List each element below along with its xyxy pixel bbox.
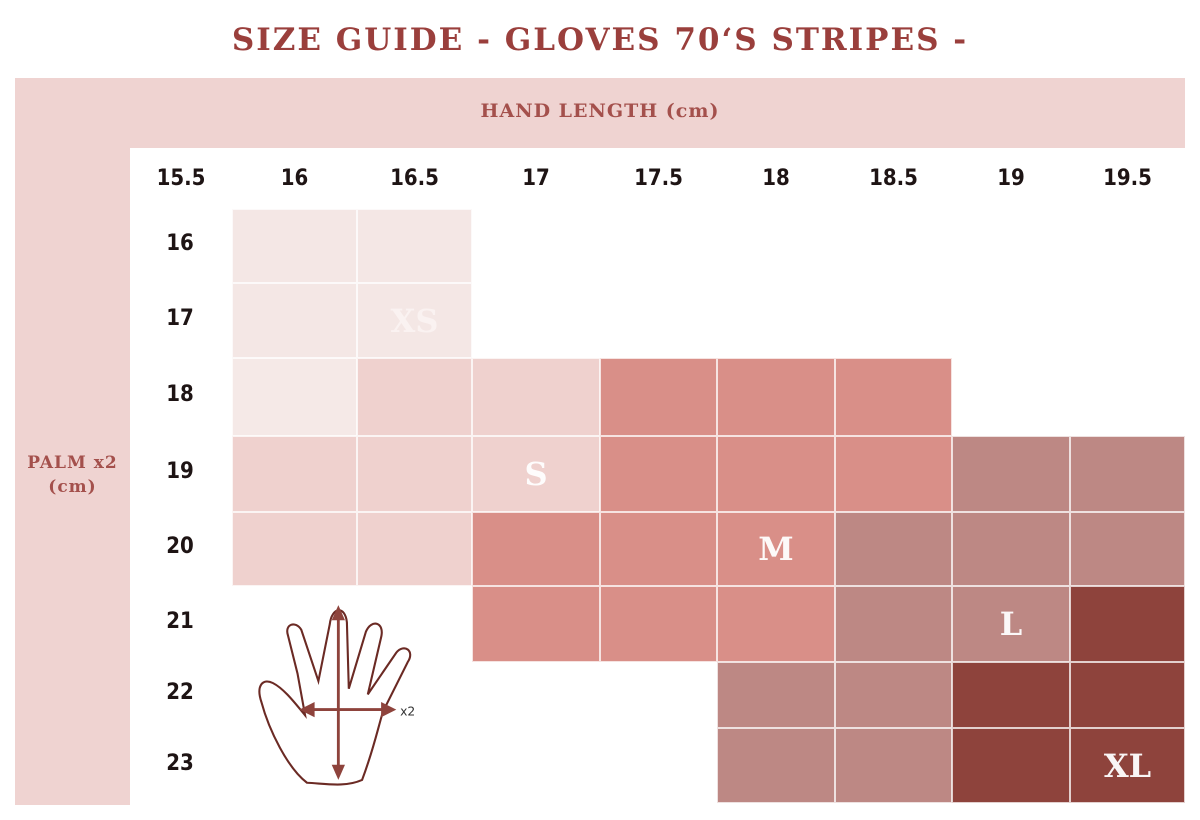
- size-cell-xl: [1070, 586, 1185, 662]
- page-title: SIZE GUIDE - GLOVES 70‘S STRIPES -: [231, 22, 969, 58]
- size-label-m: M: [758, 530, 794, 568]
- size-cell-s: [357, 358, 472, 436]
- size-cell-xs: [232, 358, 357, 436]
- size-cell-l: [952, 586, 1070, 662]
- size-cell-l: [717, 728, 835, 803]
- hand-length-value: 19: [997, 166, 1025, 191]
- size-label-xl: XL: [1103, 746, 1152, 785]
- size-cell-s: [232, 436, 357, 512]
- size-label-l: L: [999, 605, 1023, 643]
- size-cell-s: [357, 436, 472, 512]
- size-cell-m: [717, 512, 835, 586]
- size-label-s: S: [524, 455, 548, 493]
- size-cell-xs: [232, 209, 357, 283]
- size-cell-s: [472, 358, 600, 436]
- palm-value: 23: [166, 750, 194, 776]
- size-cell-l: [835, 662, 952, 728]
- size-cell-l: [1070, 436, 1185, 512]
- size-cell-l: [835, 512, 952, 586]
- palm-value: 18: [166, 382, 194, 407]
- hand-length-value: 16: [280, 166, 309, 191]
- size-cell-l: [1070, 512, 1185, 586]
- hand-length-value: 18.5: [869, 166, 918, 191]
- palm-value: 21: [166, 609, 194, 634]
- size-cell-m: [600, 586, 717, 662]
- hand-outline-icon: [258, 609, 412, 786]
- size-cell-xl: [1070, 728, 1185, 803]
- size-cell-s: [472, 436, 600, 512]
- palm-value: 22: [166, 680, 194, 705]
- palm-value: 17: [166, 305, 194, 331]
- hand-length-header: HAND LENGTH (cm): [15, 78, 1185, 148]
- size-cell-m: [472, 512, 600, 586]
- hand-length-value: 15.5: [156, 166, 206, 191]
- palm-label-line2: (cm): [48, 477, 97, 497]
- size-cell-xl: [1070, 662, 1185, 728]
- size-cell-xs: [357, 209, 472, 283]
- size-cell-l: [952, 512, 1070, 586]
- hand-length-value: 18: [762, 166, 790, 191]
- palm-label-line1: PALM x2: [27, 453, 118, 473]
- size-cell-m: [600, 358, 717, 436]
- size-cell-m: [600, 436, 717, 512]
- palm-value: 20: [166, 534, 194, 559]
- size-cell-s: [232, 512, 357, 586]
- size-cell-m: [835, 436, 952, 512]
- size-cell-l: [952, 436, 1070, 512]
- hand-length-value: 16.5: [390, 166, 439, 191]
- size-cell-m: [472, 586, 600, 662]
- hand-length-value: 17: [522, 166, 550, 191]
- size-cell-xl: [952, 662, 1070, 728]
- size-cell-s: [357, 512, 472, 586]
- multiplier-label: x2: [400, 704, 415, 718]
- hand-length-label: HAND LENGTH (cm): [480, 100, 720, 122]
- size-cell-xl: [952, 728, 1070, 803]
- size-cell-m: [717, 358, 835, 436]
- size-cell-l: [717, 662, 835, 728]
- size-cell-xs: [357, 283, 472, 358]
- size-cell-m: [835, 358, 952, 436]
- size-label-xs: XS: [390, 301, 439, 340]
- hand-length-value: 19.5: [1103, 166, 1152, 191]
- palm-value: 16: [166, 231, 194, 256]
- palm-header: PALM x2 (cm): [15, 148, 130, 805]
- palm-label: PALM x2 (cm): [15, 451, 130, 499]
- size-cell-l: [835, 586, 952, 662]
- hand-length-value: 17.5: [634, 166, 683, 191]
- size-cell-m: [717, 586, 835, 662]
- size-cell-xs: [232, 283, 357, 358]
- size-cell-m: [600, 512, 717, 586]
- size-cell-l: [835, 728, 952, 803]
- hand-measure-diagram: x2: [258, 605, 415, 786]
- palm-value: 19: [166, 459, 194, 484]
- size-cell-m: [717, 436, 835, 512]
